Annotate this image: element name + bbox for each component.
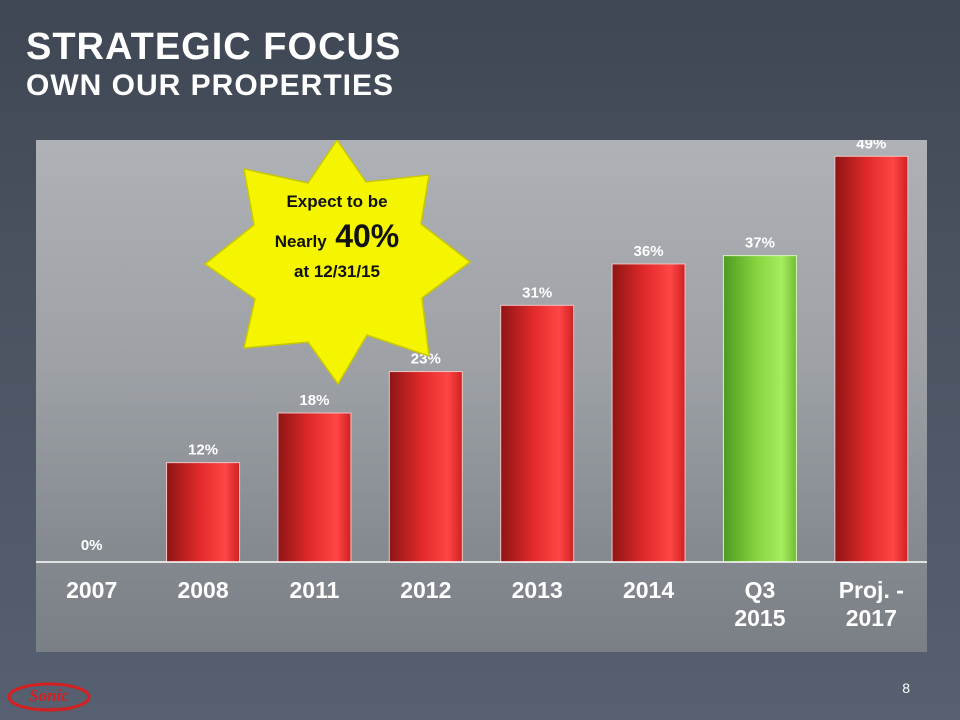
data-label-5: 36% [634, 243, 664, 260]
callout-value: 40% [335, 218, 399, 254]
category-label-6-0: Q3 [745, 577, 776, 603]
category-label-5: 2014 [623, 577, 674, 603]
category-label-1: 2008 [177, 577, 228, 603]
bar-2 [277, 412, 352, 563]
callout-line2: Nearly 40% [275, 218, 399, 254]
sonic-automotive-logo: Sonic Automotive [7, 682, 91, 713]
bar-3 [388, 371, 463, 563]
category-label-2: 2011 [289, 577, 339, 603]
callout-line3: at 12/31/15 [294, 262, 380, 281]
data-label-1: 12% [188, 442, 218, 459]
category-label-6-1: 2015 [734, 605, 785, 631]
bar-6 [722, 255, 797, 563]
category-label-4: 2013 [512, 577, 563, 603]
svg-text:Sonic: Sonic [29, 686, 69, 705]
bar-4 [500, 304, 575, 563]
data-label-3: 23% [411, 351, 441, 368]
svg-text:Automotive: Automotive [40, 707, 72, 713]
category-label-3: 2012 [400, 577, 451, 603]
category-label-0: 2007 [66, 577, 117, 603]
category-label-7-1: 2017 [846, 605, 897, 631]
data-label-0: 0% [81, 537, 103, 554]
data-label-2: 18% [299, 392, 329, 409]
bar-chart: 0% 2007 12% 2008 18% 2011 23% 2012 31% 2013 36% 201… [36, 140, 927, 631]
data-label-6: 37% [745, 235, 775, 252]
page-number: 8 [902, 680, 910, 696]
data-label-7: 49% [856, 140, 886, 152]
chart-panel: 0% 2007 12% 2008 18% 2011 23% 2012 31% 2013 36% 201… [36, 140, 927, 652]
data-label-4: 31% [522, 284, 552, 301]
title-block: STRATEGIC FOCUS OWN OUR PROPERTIES [26, 26, 402, 102]
callout-line2-prefix: Nearly [275, 232, 328, 251]
callout-starburst: Expect to be Nearly 40% at 12/31/15 [203, 140, 472, 386]
category-label-7-0: Proj. - [839, 577, 904, 603]
slide-subtitle: OWN OUR PROPERTIES [26, 68, 395, 102]
starburst-shape [203, 140, 472, 386]
bar-1 [166, 462, 241, 563]
callout-line1: Expect to be [286, 192, 387, 211]
slide-title: STRATEGIC FOCUS [26, 26, 402, 68]
bar-7 [834, 155, 909, 563]
bar-5 [611, 263, 686, 563]
